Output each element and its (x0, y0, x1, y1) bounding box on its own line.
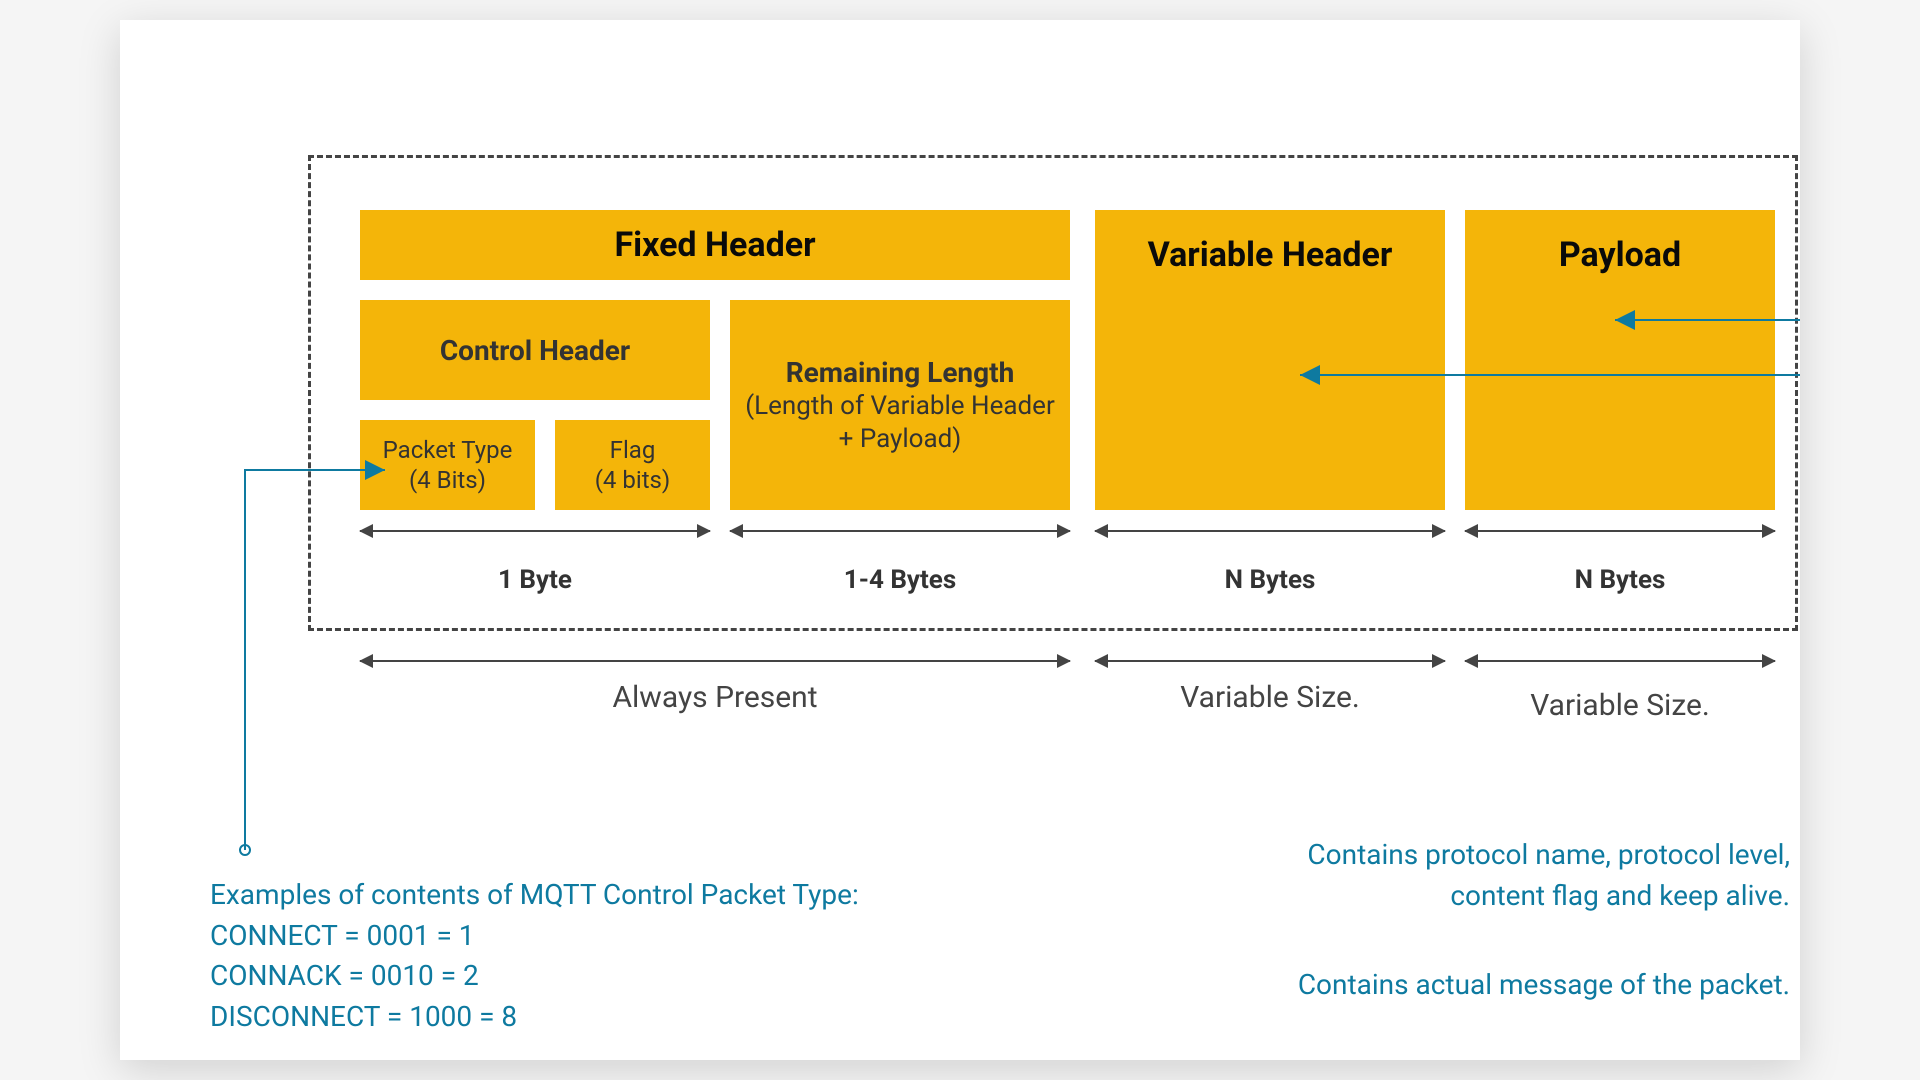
diagram-card: Fixed Header Control Header Remaining Le… (120, 20, 1800, 1060)
remaining-length-title: Remaining Length (786, 355, 1015, 390)
control-header-block: Control Header (360, 300, 710, 400)
sect-var-label: Variable Size. (1095, 680, 1445, 715)
flag-block: Flag (4 bits) (555, 420, 710, 510)
sect-line-fixed (360, 660, 1070, 662)
dim-varheader-label: N Bytes (1095, 565, 1445, 595)
fixed-header-label: Fixed Header (614, 224, 815, 267)
note-left-l1: CONNECT = 0001 = 1 (210, 916, 930, 957)
dim-control-label: 1 Byte (360, 565, 710, 595)
fixed-header-block: Fixed Header (360, 210, 1070, 280)
control-header-label: Control Header (440, 333, 630, 368)
remaining-length-block: Remaining Length (Length of Variable Hea… (730, 300, 1070, 510)
dim-remaining-label: 1-4 Bytes (730, 565, 1070, 595)
dim-line-remaining (730, 530, 1070, 532)
packet-type-title: Packet Type (383, 435, 513, 465)
note-varheader: Contains protocol name, protocol level, … (1250, 835, 1790, 916)
note-left-title: Examples of contents of MQTT Control Pac… (210, 875, 930, 916)
flag-body: (4 bits) (595, 465, 671, 495)
note-left-l3: DISCONNECT = 1000 = 8 (210, 997, 930, 1038)
flag-title: Flag (610, 435, 656, 465)
variable-header-block: Variable Header (1095, 210, 1445, 510)
dim-payload-label: N Bytes (1465, 565, 1775, 595)
remaining-length-body: (Length of Variable Header + Payload) (730, 390, 1070, 455)
payload-label: Payload (1559, 234, 1681, 277)
dim-line-varheader (1095, 530, 1445, 532)
packet-type-body: (4 Bits) (409, 465, 486, 495)
sect-line-var (1095, 660, 1445, 662)
note-payload: Contains actual message of the packet. (1090, 965, 1790, 1006)
packet-type-block: Packet Type (4 Bits) (360, 420, 535, 510)
sect-fixed-label: Always Present (360, 680, 1070, 715)
left-arrow-origin (240, 845, 250, 855)
payload-block: Payload (1465, 210, 1775, 510)
sect-line-pay (1465, 660, 1775, 662)
note-left-l2: CONNACK = 0010 = 2 (210, 956, 930, 997)
variable-header-label: Variable Header (1148, 234, 1393, 277)
sect-pay-label: Variable Size. (1465, 688, 1775, 723)
note-left: Examples of contents of MQTT Control Pac… (210, 875, 930, 1037)
dim-line-payload (1465, 530, 1775, 532)
dim-line-control (360, 530, 710, 532)
